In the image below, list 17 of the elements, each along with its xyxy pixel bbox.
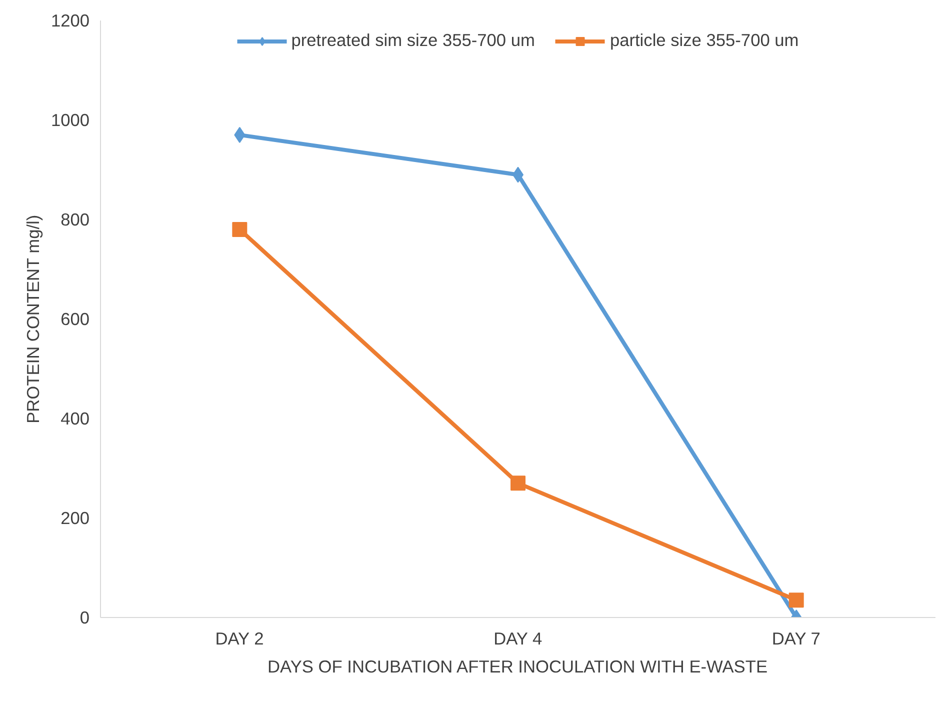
x-axis-title: DAYS OF INCUBATION AFTER INOCULATION WITH E-WASTE: [268, 656, 768, 676]
y-tick-label: 1000: [50, 110, 90, 130]
y-tick-label: 0: [80, 608, 90, 628]
legend-label: pretreated sim size 355-700 um: [291, 30, 535, 51]
y-tick-label: 1200: [50, 10, 90, 30]
x-tick-label: DAY 4: [494, 628, 542, 648]
y-tick-label: 400: [60, 408, 90, 428]
y-axis-title: PROTEIN CONTENT mg/l): [22, 214, 43, 424]
x-tick-label: DAY 7: [772, 628, 820, 648]
x-tick-label: DAY 2: [215, 628, 264, 648]
y-tick-label: 800: [60, 210, 90, 230]
y-tick-label: 600: [60, 309, 90, 329]
point: [232, 222, 248, 237]
y-tick-label: 200: [60, 508, 90, 528]
point: [788, 592, 804, 608]
point: [510, 476, 526, 491]
legend-label: particle size 355-700 um: [610, 30, 799, 51]
